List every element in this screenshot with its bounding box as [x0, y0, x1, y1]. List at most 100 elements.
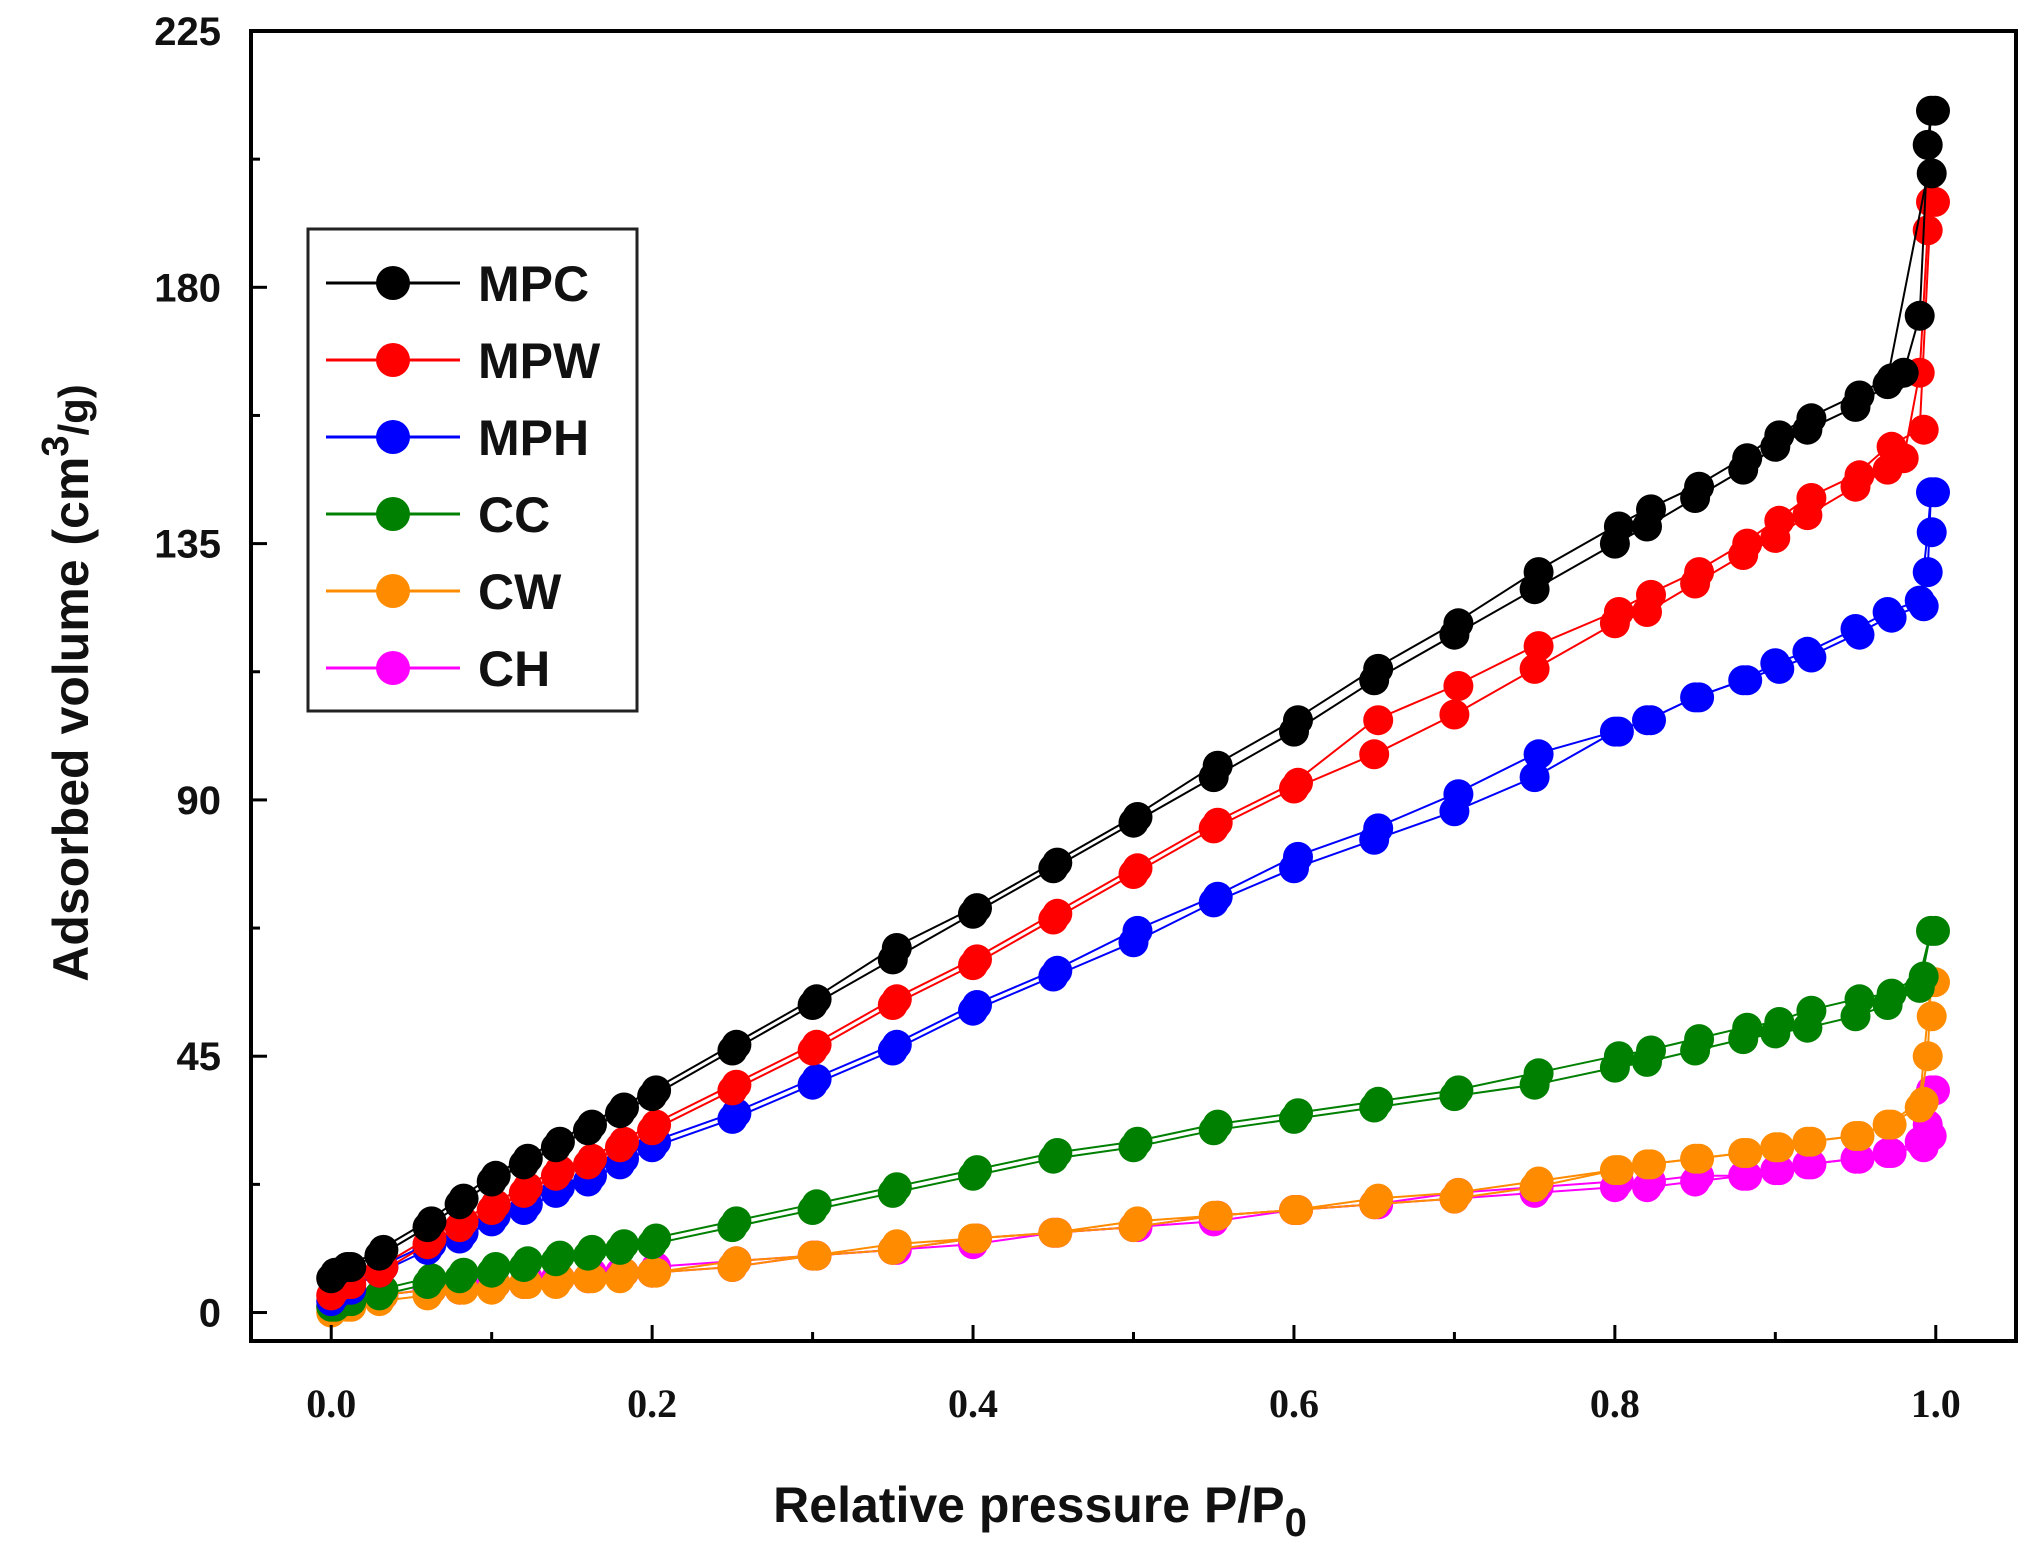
- data-point: [1636, 579, 1666, 610]
- data-point: [1908, 1132, 1939, 1163]
- data-point: [1912, 129, 1943, 160]
- data-point: [1042, 1138, 1073, 1168]
- x-axis-ticks: 0.0 0.2 0.4 0.6 0.8 1.0: [306, 1325, 1961, 1426]
- legend: MPC MPW MPH CC CW CH: [306, 227, 639, 713]
- data-point: [1042, 1217, 1073, 1248]
- data-point: [1764, 1155, 1795, 1186]
- data-point: [1844, 380, 1875, 411]
- data-point: [1283, 1195, 1313, 1225]
- data-point: [320, 1257, 351, 1288]
- legend-items: MPC MPW MPH CC CW CH: [326, 256, 601, 697]
- data-point: [1122, 853, 1153, 884]
- data-point: [641, 1109, 672, 1140]
- y-axis-ticks: 0 45 90 135 180 225: [154, 10, 267, 1336]
- x-tick-label: 0.2: [627, 1381, 677, 1426]
- data-point: [1603, 716, 1634, 747]
- data-point: [1796, 642, 1827, 673]
- x-axis-label: Relative pressure P/P0: [773, 1477, 1307, 1545]
- y-tick-label: 90: [177, 779, 222, 823]
- data-point: [1844, 984, 1875, 1015]
- data-point: [1443, 1177, 1474, 1208]
- legend-entry: CH: [326, 641, 550, 697]
- data-point: [1796, 403, 1827, 434]
- data-point: [1202, 807, 1233, 838]
- data-point: [1636, 705, 1666, 736]
- data-point: [962, 990, 992, 1020]
- data-point: [1283, 1098, 1313, 1129]
- data-point: [1122, 802, 1153, 832]
- data-point: [962, 944, 992, 975]
- data-point: [577, 1263, 607, 1294]
- data-point: [641, 1223, 672, 1254]
- data-point: [1603, 597, 1634, 627]
- y-tick-label: 135: [154, 523, 221, 567]
- data-point: [1122, 915, 1153, 946]
- data-point: [1916, 1001, 1947, 1032]
- data-point: [1876, 431, 1907, 462]
- data-point: [801, 1029, 832, 1060]
- data-point: [480, 1160, 511, 1191]
- data-point: [1603, 1041, 1634, 1072]
- data-point: [801, 1064, 832, 1094]
- data-point: [1908, 961, 1939, 992]
- data-point: [1684, 682, 1715, 713]
- data-point: [1523, 1166, 1554, 1197]
- data-point: [577, 1143, 607, 1174]
- data-point: [721, 1206, 752, 1237]
- data-point: [1684, 1143, 1715, 1174]
- data-point: [1684, 1024, 1715, 1055]
- data-point: [1202, 881, 1233, 912]
- data-point: [448, 1257, 479, 1288]
- legend-entry: MPW: [326, 333, 601, 389]
- data-point: [641, 1257, 672, 1288]
- data-point: [1764, 653, 1795, 684]
- data-point: [368, 1234, 399, 1265]
- data-point: [1764, 505, 1795, 536]
- y-tick-label: 180: [154, 266, 221, 310]
- series-mpw: [316, 186, 1950, 1311]
- data-point: [1684, 557, 1715, 588]
- data-point: [1523, 1058, 1554, 1089]
- y-tick-label: 0: [199, 1292, 221, 1336]
- data-point: [1912, 557, 1943, 588]
- legend-label: CH: [478, 641, 550, 697]
- data-point: [881, 1172, 912, 1203]
- data-point: [448, 1183, 479, 1214]
- data-point: [480, 1252, 511, 1282]
- series-mpc: [316, 95, 1950, 1294]
- data-point: [1443, 779, 1474, 810]
- data-point: [1283, 705, 1313, 736]
- data-point: [1439, 699, 1470, 730]
- legend-label: MPH: [478, 410, 589, 466]
- data-point: [1202, 1109, 1233, 1140]
- data-point: [1764, 1132, 1795, 1163]
- y-tick-label: 225: [154, 10, 221, 54]
- data-point: [1519, 653, 1550, 684]
- data-point: [1523, 739, 1554, 770]
- data-point: [721, 1069, 752, 1100]
- data-point: [1916, 517, 1947, 548]
- data-point: [1042, 898, 1073, 929]
- data-point: [1904, 300, 1935, 331]
- x-tick-label: 0.0: [306, 1381, 356, 1426]
- y-tick-label: 45: [177, 1035, 222, 1079]
- data-point: [416, 1206, 447, 1237]
- data-point: [512, 1246, 543, 1277]
- legend-label: MPW: [478, 333, 601, 389]
- data-point: [881, 933, 912, 963]
- data-point: [881, 1229, 912, 1260]
- data-point: [1283, 767, 1313, 798]
- data-point: [962, 1155, 992, 1186]
- data-point: [1732, 1012, 1763, 1043]
- data-point: [1603, 511, 1634, 542]
- data-point: [1876, 602, 1907, 633]
- legend-entry: CC: [326, 487, 550, 543]
- x-tick-label: 1.0: [1911, 1381, 1961, 1426]
- data-point: [721, 1098, 752, 1129]
- data-point: [1732, 1138, 1763, 1168]
- data-point: [1920, 915, 1950, 946]
- data-point: [801, 1240, 832, 1271]
- data-point: [1042, 955, 1073, 986]
- legend-marker: [376, 266, 410, 300]
